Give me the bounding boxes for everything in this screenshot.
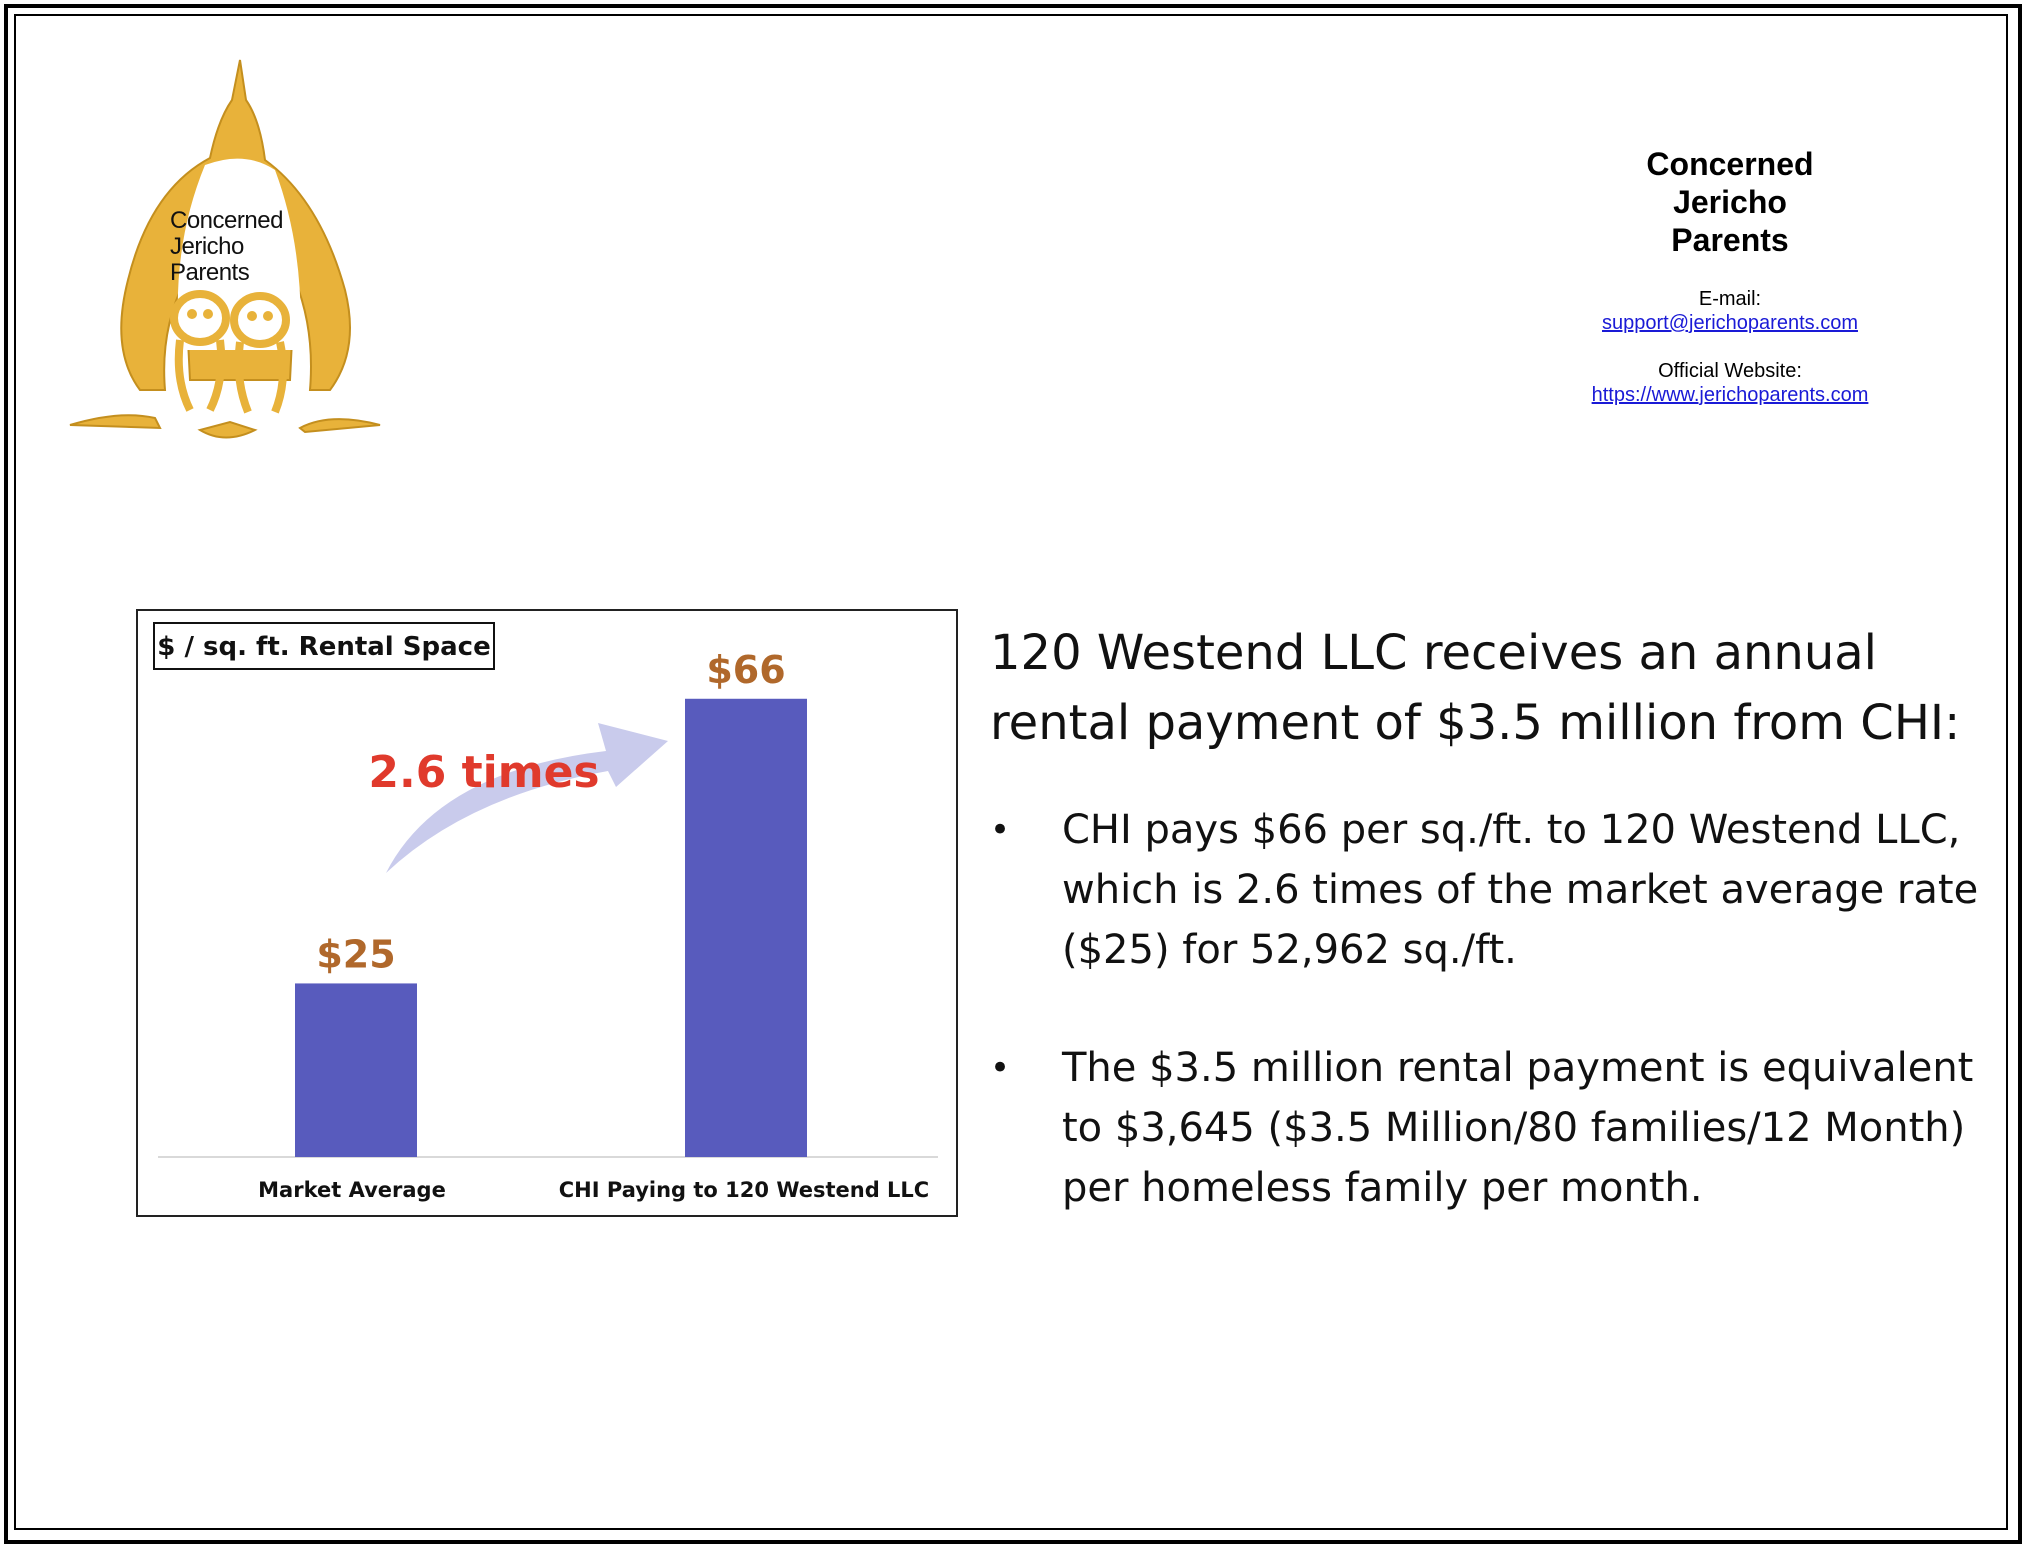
email-link[interactable]: support@jerichoparents.com	[1602, 312, 1858, 334]
category-label-2: CHI Paying to 120 Westend LLC	[559, 1178, 929, 1202]
bar-value-label-2: $66	[706, 648, 785, 692]
bar-1	[295, 983, 417, 1157]
org-name-line-1: Concerned	[1646, 146, 1814, 182]
logo-text-line-2: Jericho	[170, 233, 244, 260]
email-label: E-mail:	[1698, 288, 1762, 310]
bullet-dot-1: •	[990, 810, 1011, 850]
website-label: Official Website:	[1658, 360, 1802, 382]
bullet-text-1: CHI pays $66 per sq./ft. to 120 Westend …	[1062, 807, 1979, 973]
chart-svg: $ / sq. ft. Rental Space 2.6 times $25 Ma…	[153, 622, 938, 1202]
penguin-logo-graphic	[69, 59, 381, 439]
chart-annotation: 2.6 times	[368, 747, 599, 798]
page-border-inner	[14, 14, 2008, 1530]
bullet-item-1: • CHI pays $66 per sq./ft. to 120 Westend…	[990, 800, 1990, 980]
logo-text-line-3: Parents	[170, 259, 250, 286]
contact-block: Concerned Jericho Parents E-mail: suppor…	[1550, 145, 1910, 407]
trend-arrow	[386, 723, 668, 873]
category-label-1: Market Average	[258, 1178, 446, 1202]
org-name-line-3: Parents	[1671, 222, 1789, 258]
content-heading: 120 Westend LLC receives an annual renta…	[990, 625, 1961, 751]
logo-text-line-1: Concerned	[170, 207, 283, 234]
logo-text: Concerned Jericho Parents	[170, 208, 283, 286]
bullet-list: • CHI pays $66 per sq./ft. to 120 Westend…	[990, 800, 1990, 1218]
rental-space-chart: $ / sq. ft. Rental Space 2.6 times $25 Ma…	[136, 609, 958, 1217]
bar-2	[685, 698, 807, 1157]
bullet-item-2: • The $3.5 million rental payment is equi…	[990, 1038, 1990, 1218]
bar-value-label-1: $25	[316, 932, 395, 976]
org-name: Concerned Jericho Parents	[1550, 145, 1910, 259]
penguin-logo: Concerned Jericho Parents	[60, 50, 390, 455]
website-link[interactable]: https://www.jerichoparents.com	[1591, 384, 1869, 406]
bullet-dot-2: •	[990, 1048, 1011, 1088]
content-column: 120 Westend LLC receives an annual renta…	[990, 618, 1990, 1276]
org-name-line-2: Jericho	[1673, 184, 1787, 220]
page-border-outer	[4, 4, 2022, 1544]
bars-layer: $25 Market Average $66 CHI Paying to 120 We…	[258, 648, 929, 1202]
bullet-text-2: The $3.5 million rental payment is equiv…	[1062, 1045, 1974, 1211]
chart-title-box	[153, 622, 495, 670]
chart-title: $ / sq. ft. Rental Space	[157, 632, 490, 662]
